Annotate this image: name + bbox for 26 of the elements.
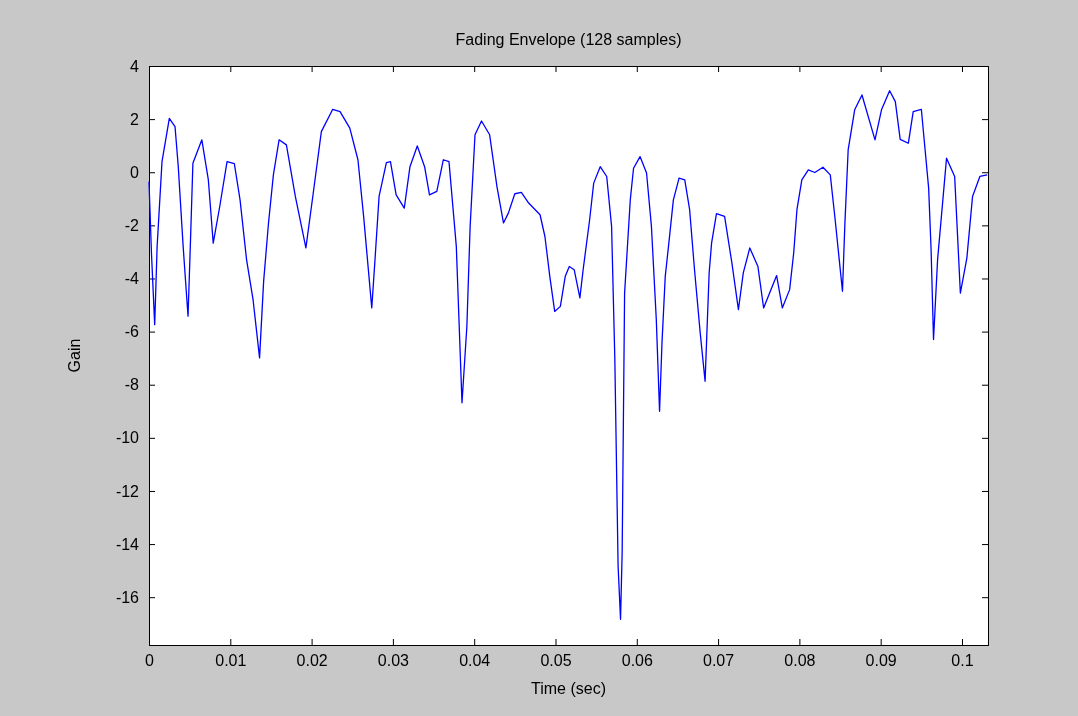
chart-title: Fading Envelope (128 samples) bbox=[455, 31, 682, 48]
y-tick-label: -6 bbox=[124, 323, 140, 341]
x-tick-label: 0.09 bbox=[865, 652, 897, 670]
y-tick-label: -10 bbox=[115, 429, 140, 447]
line-series bbox=[148, 90, 988, 620]
x-tick-label: 0.06 bbox=[621, 652, 653, 670]
y-tick-label: -16 bbox=[115, 588, 140, 606]
x-tick-label: 0.1 bbox=[951, 652, 974, 670]
x-tick-label: 0.07 bbox=[703, 652, 735, 670]
x-axis-title: Time (sec) bbox=[531, 680, 606, 697]
y-tick-label: -2 bbox=[124, 216, 140, 234]
y-tick-label: -12 bbox=[115, 482, 140, 500]
x-tick-label: 0.08 bbox=[784, 652, 816, 670]
x-tick-label: 0.02 bbox=[296, 652, 328, 670]
y-tick-label: -8 bbox=[124, 376, 140, 394]
y-tick-label: 2 bbox=[130, 110, 140, 128]
x-tick-label: 0 bbox=[145, 652, 155, 670]
y-tick-label: 4 bbox=[130, 57, 140, 75]
x-tick-label: 0.01 bbox=[215, 652, 247, 670]
y-axis-title: Gain bbox=[66, 338, 83, 373]
y-tick-label: -4 bbox=[124, 270, 140, 288]
x-tick-label: 0.03 bbox=[377, 652, 410, 670]
x-tick-label: 0.04 bbox=[459, 652, 491, 670]
x-tick-label: 0.05 bbox=[540, 652, 572, 670]
y-tick-label: 0 bbox=[130, 163, 140, 181]
y-tick-label: -14 bbox=[115, 535, 140, 553]
